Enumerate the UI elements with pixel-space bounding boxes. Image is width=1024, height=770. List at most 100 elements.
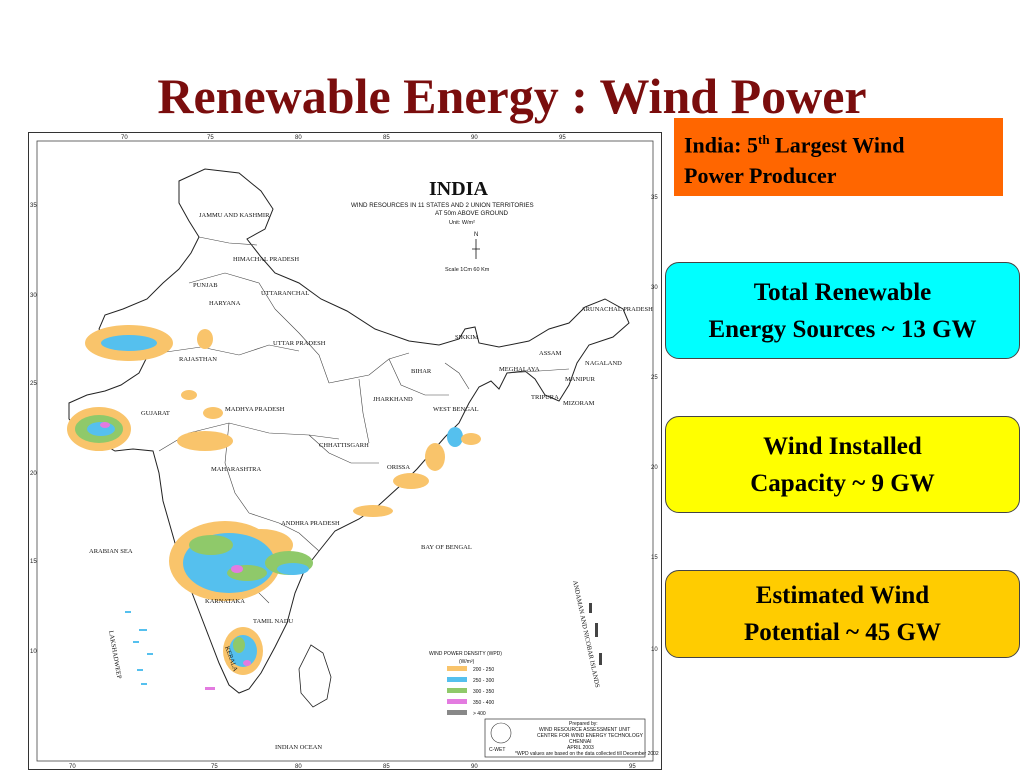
region-label: ASSAM <box>539 350 562 357</box>
lat-tick: 25 <box>651 375 658 381</box>
region-label: MEGHALAYA <box>499 366 540 373</box>
sri-lanka-outline <box>298 644 332 708</box>
wind-zone <box>189 535 233 555</box>
wind-zone <box>393 473 429 489</box>
credit-box <box>484 718 646 758</box>
wind-installed-box: Wind Installed Capacity ~ 9 GW <box>665 416 1020 513</box>
region-label: UTTAR PRADESH <box>273 340 326 347</box>
region-label: SIKKIM <box>455 334 478 341</box>
map-subtitle-2: AT 50m ABOVE GROUND <box>435 210 509 217</box>
lat-tick: 30 <box>651 285 658 291</box>
legend-label: 300 - 350 <box>473 689 494 695</box>
wind-zone <box>425 443 445 471</box>
region-label: HIMACHAL PRADESH <box>233 256 299 263</box>
lat-tick: 15 <box>651 555 658 561</box>
lon-tick: 80 <box>295 135 302 141</box>
region-label: ARABIAN SEA <box>89 548 133 555</box>
map-legend: WIND POWER DENSITY (WPD) (W/m²) 200 - 25… <box>429 651 502 717</box>
lon-tick: 90 <box>471 135 478 141</box>
callout-line-1: India: 5th Largest Wind <box>684 124 993 160</box>
india-outline <box>68 168 630 694</box>
producer-callout: India: 5th Largest Wind Power Producer <box>674 118 1003 196</box>
region-label: LAKSHADWEEP <box>107 630 122 680</box>
lon-tick: 75 <box>211 764 218 769</box>
stat-line-1: Total Renewable <box>753 278 932 306</box>
region-label: JHARKHAND <box>373 396 413 403</box>
wind-zone <box>233 637 245 653</box>
legend-title: WIND POWER DENSITY (WPD) <box>429 651 502 657</box>
map-svg: 70 75 80 85 90 95 70 75 80 85 90 95 35 3… <box>30 135 659 769</box>
lon-tick: 75 <box>207 135 214 141</box>
island <box>599 653 602 665</box>
india-wind-map: 70 75 80 85 90 95 70 75 80 85 90 95 35 3… <box>28 132 662 770</box>
north-label: N <box>474 232 478 238</box>
legend-swatch <box>447 710 467 715</box>
wind-zone <box>461 433 481 445</box>
lon-tick: 70 <box>69 764 76 769</box>
island <box>589 603 592 613</box>
region-label: TAMIL NADU <box>253 618 294 625</box>
lon-tick: 70 <box>121 135 128 141</box>
lat-tick: 10 <box>651 647 658 653</box>
lat-tick: 25 <box>30 381 37 387</box>
islands <box>125 603 602 690</box>
callout-line-2: Power Producer <box>684 163 837 189</box>
stat-line-2: Capacity ~ 9 GW <box>750 469 935 497</box>
wind-zone <box>203 407 223 419</box>
region-label: MIZORAM <box>563 400 595 407</box>
map-heading: INDIA <box>429 178 488 200</box>
lat-tick: 20 <box>30 471 37 477</box>
stat-line-2: Energy Sources ~ 13 GW <box>708 315 977 343</box>
lat-tick: 15 <box>30 559 37 565</box>
wind-zone <box>243 660 251 666</box>
region-label: UTTARANCHAL <box>261 290 309 297</box>
longitude-ticks-bottom: 70 75 80 85 90 95 <box>69 764 636 769</box>
credit-note: *WPD values are based on the data collec… <box>515 751 659 757</box>
legend-label: 250 - 300 <box>473 678 494 684</box>
lon-tick: 90 <box>471 764 478 769</box>
wind-zone <box>277 563 309 575</box>
legend-unit: (W/m²) <box>459 659 475 665</box>
region-label: TRIPURA <box>531 394 559 401</box>
legend-swatch <box>447 677 467 682</box>
lon-tick: 95 <box>559 135 566 141</box>
callout-suffix: Largest Wind <box>769 132 905 158</box>
region-label: BIHAR <box>411 368 432 375</box>
island <box>139 629 147 631</box>
wind-zone <box>231 565 243 573</box>
legend-swatch <box>447 688 467 693</box>
longitude-ticks-top: 70 75 80 85 90 95 <box>121 135 566 141</box>
region-label: NAGALAND <box>585 360 622 367</box>
credit-line: APRIL 2003 <box>567 745 594 751</box>
stat-line-2: Potential ~ 45 GW <box>743 619 941 646</box>
credit-block: C-WET Prepared by: WIND RESOURCE ASSESSM… <box>484 718 659 758</box>
latitude-ticks-left: 35 30 25 20 15 10 <box>30 203 37 655</box>
island <box>595 623 598 637</box>
map-subtitle-1: WIND RESOURCES IN 11 STATES AND 2 UNION … <box>351 202 534 209</box>
north-arrow-icon <box>472 239 480 259</box>
legend-label: 200 - 250 <box>473 667 494 673</box>
credit-line: CENTRE FOR WIND ENERGY TECHNOLOGY <box>537 733 644 739</box>
lat-tick: 20 <box>651 465 658 471</box>
lon-tick: 85 <box>383 764 390 769</box>
legend-swatch <box>447 666 467 671</box>
wind-zones <box>67 325 481 675</box>
region-label: WEST BENGAL <box>433 406 479 413</box>
wind-zone <box>181 390 197 400</box>
wind-zone <box>177 431 233 451</box>
wind-zone <box>197 329 213 349</box>
cwet-logo-icon <box>490 722 512 744</box>
region-label: KARNATAKA <box>205 598 245 605</box>
stat-line-1: Wind Installed <box>763 432 922 460</box>
island <box>125 611 131 613</box>
region-label: ARUNACHAL PRADESH <box>581 306 653 313</box>
region-label: MANIPUR <box>565 376 596 383</box>
region-label: RAJASTHAN <box>179 356 217 363</box>
legend-label: > 400 <box>473 711 486 717</box>
latitude-ticks-right: 35 30 25 20 15 10 <box>651 195 658 653</box>
wind-zone <box>353 505 393 517</box>
region-label: PUNJAB <box>193 282 218 289</box>
map-unit: Unit: W/m² <box>449 220 475 226</box>
island <box>137 669 143 671</box>
island <box>141 683 147 685</box>
